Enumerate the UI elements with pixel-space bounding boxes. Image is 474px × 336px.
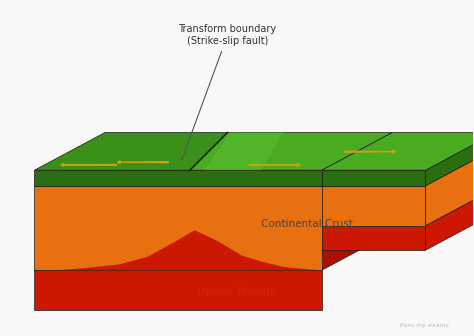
Polygon shape — [322, 170, 426, 186]
Polygon shape — [322, 226, 426, 250]
Polygon shape — [35, 230, 322, 270]
Polygon shape — [35, 270, 322, 310]
Polygon shape — [35, 132, 228, 170]
Polygon shape — [322, 188, 474, 226]
Text: Upper Mantle: Upper Mantle — [197, 287, 277, 297]
Polygon shape — [190, 132, 392, 170]
Polygon shape — [322, 132, 474, 170]
Polygon shape — [426, 188, 474, 250]
Polygon shape — [35, 148, 392, 186]
Polygon shape — [322, 186, 426, 226]
Polygon shape — [35, 186, 322, 270]
Polygon shape — [204, 132, 284, 170]
Polygon shape — [322, 148, 474, 186]
Text: Continental Crust: Continental Crust — [261, 218, 353, 228]
Polygon shape — [35, 233, 392, 270]
Polygon shape — [35, 170, 322, 186]
Text: Transform boundary
(Strike-slip fault): Transform boundary (Strike-slip fault) — [179, 24, 277, 161]
Polygon shape — [426, 132, 474, 186]
Polygon shape — [426, 148, 474, 226]
Text: Pass my exams: Pass my exams — [400, 323, 449, 328]
